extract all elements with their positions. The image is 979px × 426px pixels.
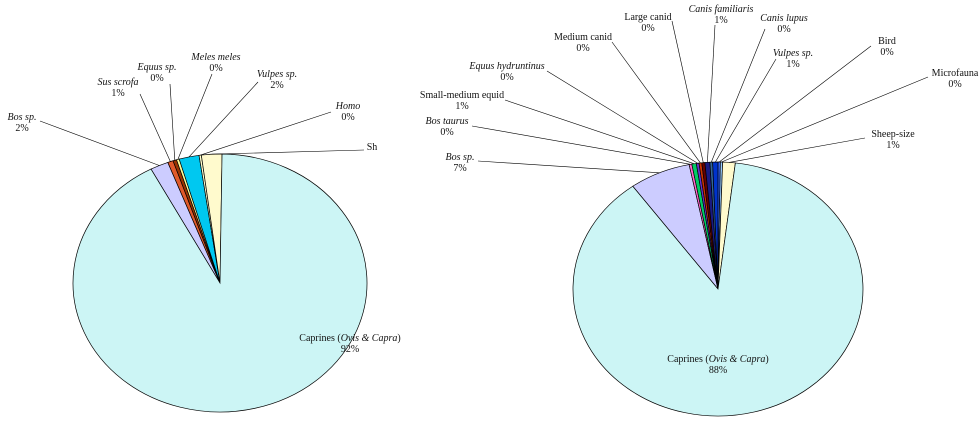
slice-label-bos-taurus: Bos taurus — [425, 116, 468, 127]
slice-pct-sus-scrofa: 1% — [111, 88, 124, 99]
leader-line-bos-taurus — [471, 125, 691, 165]
slice-caprines-ovis-capra — [72, 153, 368, 413]
leader-line-meles-meles — [177, 73, 213, 160]
slice-label-sus-scrofa: Sus scrofa — [97, 77, 138, 88]
slice-pct-bos-taurus: 0% — [440, 127, 453, 138]
slice-label-canis-lupus: Canis lupus — [760, 13, 808, 24]
slice-pct-vulpes-sp: 1% — [786, 59, 799, 70]
slice-label-caprines-ovis-capra: Caprines (Ovis & Capra) — [667, 354, 768, 365]
slice-pct-canis-lupus: 0% — [777, 24, 790, 35]
slice-pct-medium-canid: 0% — [576, 43, 589, 54]
leader-line-large-canid — [671, 20, 704, 163]
leader-line-medium-canid — [611, 41, 701, 164]
slice-pct-equus-sp: 0% — [150, 73, 163, 84]
slice-label-equus-sp: Equus sp. — [137, 62, 177, 73]
leader-line-sh — [211, 149, 365, 155]
leader-line-sus-scrofa — [139, 93, 171, 162]
slice-pct-equus-hydruntinus: 0% — [500, 72, 513, 83]
slice-label-medium-canid: Medium canid — [554, 32, 612, 43]
slice-label-equus-hydruntinus: Equus hydruntinus — [468, 61, 544, 72]
slice-label-large-canid: Large canid — [624, 12, 671, 23]
leader-line-bos-sp — [477, 160, 660, 174]
leader-line-canis-lupus — [711, 28, 766, 163]
slice-pct-caprines-ovis-capra: 88% — [709, 365, 727, 376]
pie-chart-right: Caprines (Ovis & Capra)88% Bos sp.7% Bos t… — [420, 4, 979, 417]
slice-label-homo: Homo — [335, 101, 360, 112]
slice-pct-bos-sp: 2% — [15, 123, 28, 134]
slice-label-small-medium-equid: Small-medium equid — [420, 90, 504, 101]
slice-pct-vulpes-sp: 2% — [270, 80, 283, 91]
slice-caprines-ovis-capra — [572, 162, 864, 417]
slice-pct-sheep-size: 1% — [886, 140, 899, 151]
slice-pct-microfauna: 0% — [948, 79, 961, 90]
slice-pct-large-canid: 0% — [641, 23, 654, 34]
slice-label-vulpes-sp: Vulpes sp. — [257, 69, 297, 80]
slice-pct-bird: 0% — [880, 47, 893, 58]
slice-pct-homo: 0% — [341, 112, 354, 123]
slice-label-caprines-ovis-capra: Caprines (Ovis & Capra) — [299, 333, 400, 344]
leader-line-vulpes-sp — [715, 58, 777, 163]
slice-label-canis-familiaris: Canis familiaris — [689, 4, 754, 15]
slice-label-bos-sp: Bos sp. — [446, 152, 475, 163]
slice-label-sh: Sh — [367, 142, 378, 153]
slice-pct-canis-familiaris: 1% — [714, 15, 727, 26]
slice-label-microfauna: Microfauna — [932, 68, 979, 79]
leader-line-bos-sp — [39, 120, 160, 166]
leader-line-vulpes-sp — [188, 81, 259, 158]
slice-label-bos-sp: Bos sp. — [8, 112, 37, 123]
slice-pct-meles-meles: 0% — [209, 63, 222, 74]
slice-pct-small-medium-equid: 1% — [455, 101, 468, 112]
leader-line-sheep-size — [728, 137, 866, 163]
slice-pct-bos-sp: 7% — [453, 163, 466, 174]
pie-chart-left: Caprines (Ovis & Capra)92%Bos sp.2%Sus s… — [8, 52, 401, 413]
leader-line-small-medium-equid — [504, 99, 695, 164]
slice-pct-caprines-ovis-capra: 92% — [341, 344, 359, 355]
slice-label-bird: Bird — [878, 36, 896, 47]
leader-line-equus-sp — [169, 83, 176, 161]
slice-label-sheep-size: Sheep-size — [871, 129, 915, 140]
leader-line-equus-hydruntinus — [546, 70, 698, 164]
leader-line-canis-familiaris — [707, 24, 716, 163]
leader-line-microfauna — [721, 76, 929, 163]
leader-line-bird — [719, 45, 872, 163]
slice-label-meles-meles: Meles meles — [190, 52, 240, 63]
slice-label-vulpes-sp: Vulpes sp. — [773, 48, 813, 59]
leader-line-homo — [200, 111, 332, 156]
